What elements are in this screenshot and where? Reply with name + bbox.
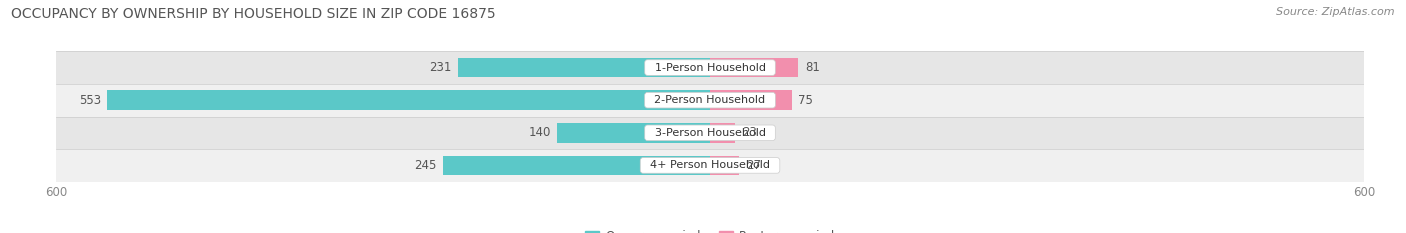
Bar	[56, 51, 1364, 84]
Text: 245: 245	[415, 159, 436, 172]
Bar	[56, 116, 1364, 149]
Bar	[710, 58, 799, 77]
Bar	[558, 123, 710, 143]
Text: 2-Person Household: 2-Person Household	[648, 95, 772, 105]
Text: 75: 75	[799, 94, 813, 107]
Text: 231: 231	[429, 61, 451, 74]
Text: 4+ Person Household: 4+ Person Household	[643, 161, 778, 170]
Text: 553: 553	[79, 94, 101, 107]
Text: 140: 140	[529, 126, 551, 139]
Bar	[710, 90, 792, 110]
Bar	[710, 123, 735, 143]
Bar	[56, 149, 1364, 182]
Text: OCCUPANCY BY OWNERSHIP BY HOUSEHOLD SIZE IN ZIP CODE 16875: OCCUPANCY BY OWNERSHIP BY HOUSEHOLD SIZE…	[11, 7, 496, 21]
Text: 27: 27	[747, 159, 761, 172]
Text: 81: 81	[804, 61, 820, 74]
Text: 1-Person Household: 1-Person Household	[648, 63, 772, 72]
Bar	[56, 84, 1364, 116]
Bar	[107, 90, 710, 110]
Bar	[458, 58, 710, 77]
Legend: Owner-occupied, Renter-occupied: Owner-occupied, Renter-occupied	[581, 225, 839, 233]
Text: Source: ZipAtlas.com: Source: ZipAtlas.com	[1277, 7, 1395, 17]
Bar	[710, 156, 740, 175]
Bar	[443, 156, 710, 175]
Text: 23: 23	[741, 126, 756, 139]
Text: 3-Person Household: 3-Person Household	[648, 128, 772, 138]
